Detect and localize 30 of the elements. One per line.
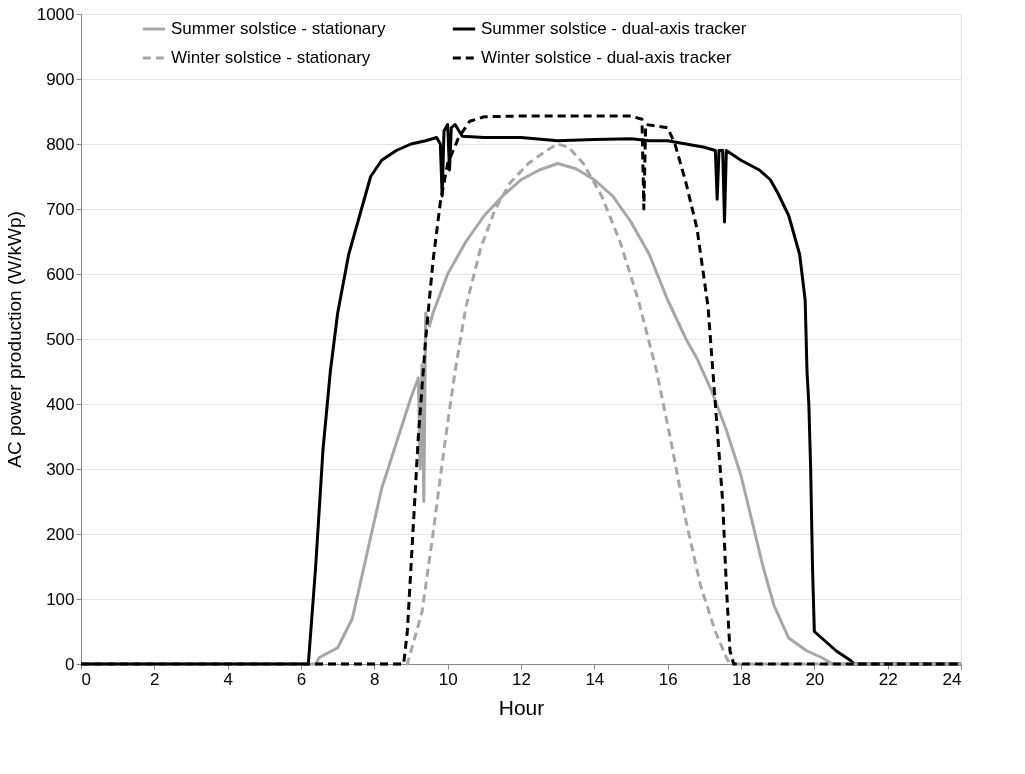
x-tick-label: 0 xyxy=(81,669,91,689)
x-tick-label: 14 xyxy=(585,669,605,689)
x-tick-label: 12 xyxy=(512,669,531,689)
x-tick-label: 16 xyxy=(658,669,678,689)
y-axis-title: AC power production (W/kWp) xyxy=(3,211,25,468)
x-tick-label: 2 xyxy=(150,669,160,689)
x-tick-label: 22 xyxy=(878,669,898,689)
x-tick-label: 18 xyxy=(732,669,751,689)
y-tick-label: 500 xyxy=(46,329,75,349)
x-tick-label: 6 xyxy=(296,669,307,689)
x-tick-label: 10 xyxy=(438,669,458,689)
y-tick-label: 0 xyxy=(65,654,75,674)
x-tick-label: 20 xyxy=(805,669,825,689)
legend-label: Winter solstice - dual-axis tracker xyxy=(481,48,732,67)
y-tick-label: 1000 xyxy=(36,4,75,24)
y-tick-label: 100 xyxy=(46,589,75,609)
y-tick-label: 600 xyxy=(46,264,75,284)
x-tick-label: 8 xyxy=(370,669,380,689)
y-tick-label: 300 xyxy=(46,459,75,479)
y-tick-label: 200 xyxy=(46,524,75,544)
legend-label: Winter solstice - stationary xyxy=(171,48,371,67)
x-axis-title: Hour xyxy=(498,695,545,719)
x-tick-label: 24 xyxy=(942,669,962,689)
y-tick-label: 800 xyxy=(46,134,75,154)
y-tick-label: 700 xyxy=(46,199,75,219)
legend-label: Summer solstice - dual-axis tracker xyxy=(481,19,747,38)
y-tick-label: 900 xyxy=(46,69,75,89)
y-tick-label: 400 xyxy=(46,394,75,414)
legend-label: Summer solstice - stationary xyxy=(171,19,386,38)
x-tick-label: 4 xyxy=(223,669,233,689)
